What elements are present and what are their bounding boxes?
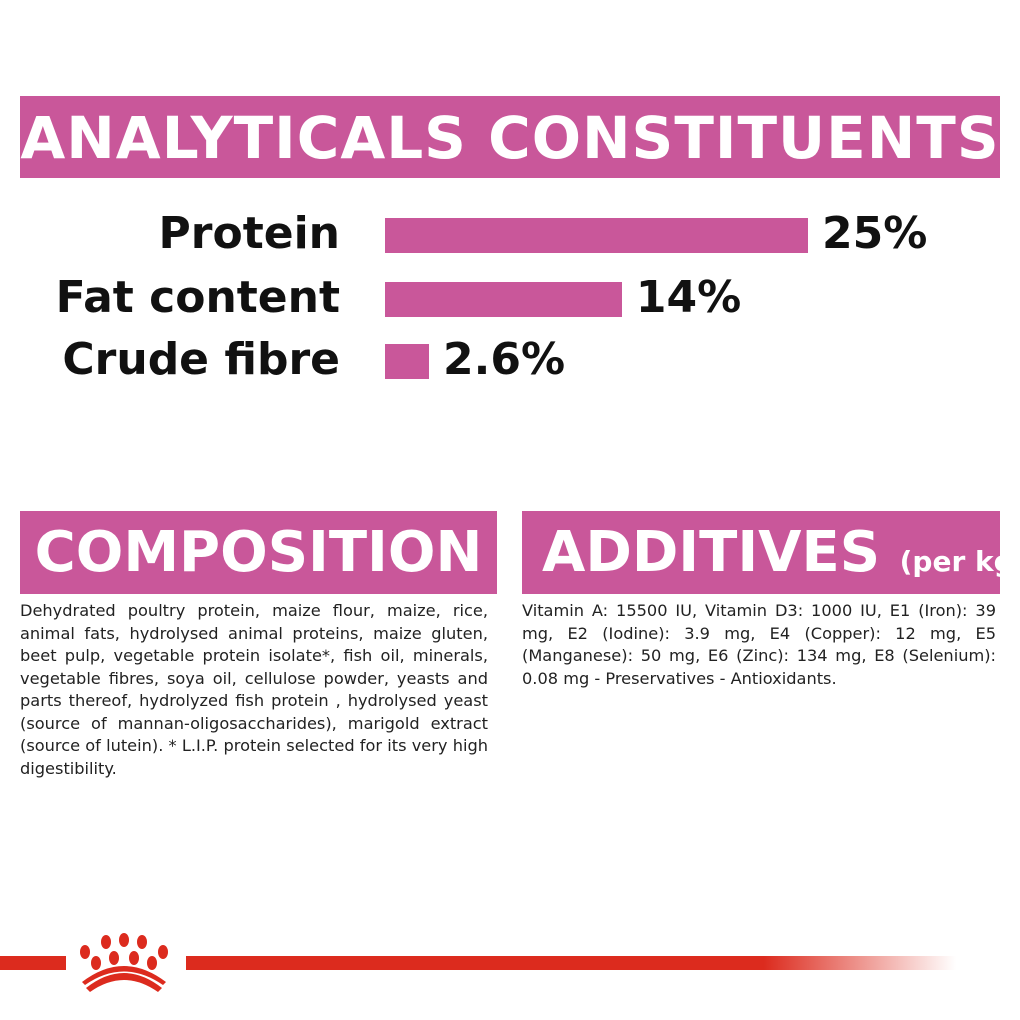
crown-paw-logo-icon <box>80 933 168 992</box>
additives-text: Vitamin A: 15500 IU, Vitamin D3: 1000 IU… <box>522 601 996 688</box>
fat-bar <box>385 282 622 317</box>
brand-line-right <box>186 956 956 970</box>
analyticals-title: ANALYTICALS CONSTITUENTS <box>20 96 1000 178</box>
fat-row: Fat content 14% <box>0 272 1020 323</box>
additives-title: ADDITIVES <box>542 520 881 585</box>
protein-row: Protein 25% <box>0 208 1020 259</box>
row-label: Protein <box>158 208 340 259</box>
row-value: 14% <box>635 272 742 323</box>
row-label: Fat content <box>55 272 340 323</box>
fibre-bar <box>385 344 429 379</box>
additives-header: ADDITIVES (per kg) <box>522 511 1020 594</box>
composition-title: COMPOSITION <box>20 511 497 594</box>
row-value: 2.6% <box>443 334 566 385</box>
protein-bar <box>385 218 808 253</box>
row-label: Crude fibre <box>62 334 340 385</box>
composition-text: Dehydrated poultry protein, maize flour,… <box>20 601 488 778</box>
fibre-row: Crude fibre 2.6% <box>0 334 1020 385</box>
brand-line-left <box>0 956 66 970</box>
additives-subtitle: (per kg) <box>899 545 1020 578</box>
row-value: 25% <box>822 208 928 259</box>
